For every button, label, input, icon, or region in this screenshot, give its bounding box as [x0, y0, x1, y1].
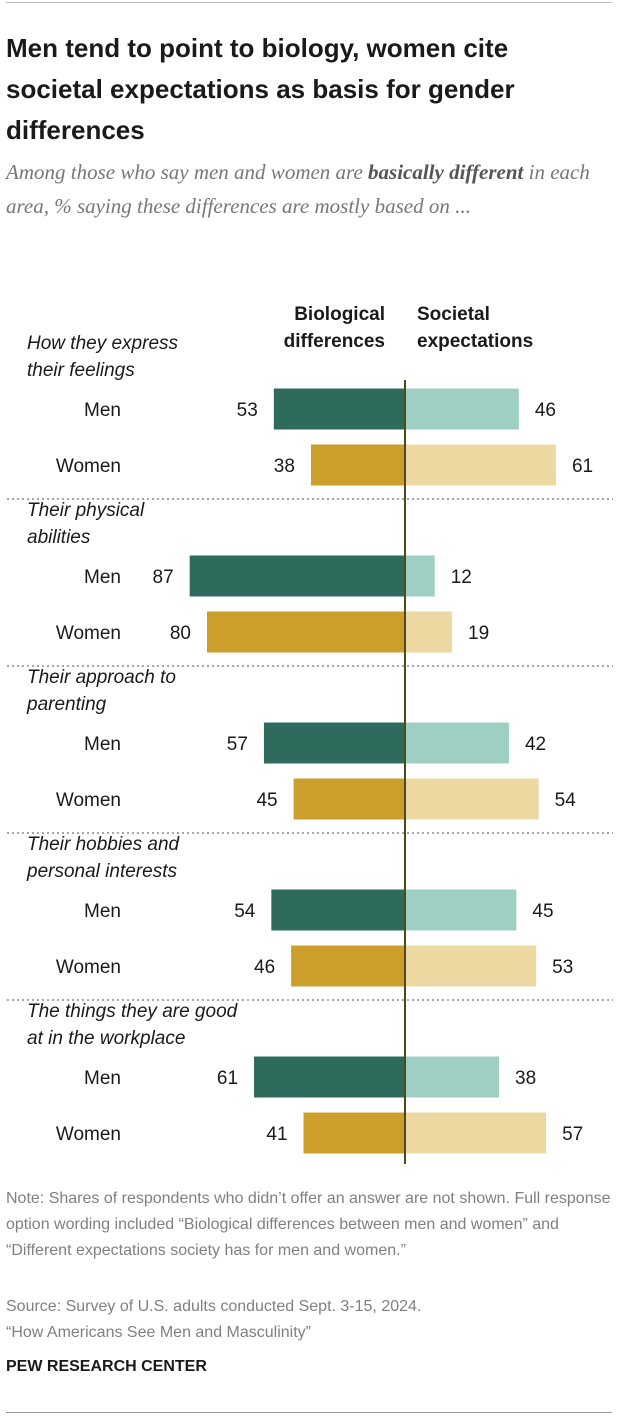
- bar-societal: [405, 722, 509, 764]
- header-biological: Biological differences: [284, 304, 385, 352]
- category-label: parenting: [26, 694, 107, 715]
- value-label-societal: 12: [451, 567, 472, 588]
- category-label: The things they are good: [27, 1001, 239, 1022]
- bar-biological: [293, 778, 405, 820]
- value-label-biological: 57: [227, 734, 248, 755]
- chart-note: Note: Shares of respondents who didn’t o…: [6, 1190, 611, 1259]
- value-label-societal: 19: [468, 623, 489, 644]
- bottom-rule: [6, 1412, 612, 1413]
- bar-biological: [207, 611, 405, 653]
- value-label-biological: 80: [170, 623, 191, 644]
- value-label-societal: 46: [535, 400, 556, 421]
- value-label-biological: 38: [274, 456, 295, 477]
- value-label-societal: 53: [552, 957, 573, 978]
- bar-biological: [303, 1112, 405, 1154]
- bar-societal: [405, 945, 537, 987]
- source-report: “How Americans See Men and Masculinity”: [6, 1324, 312, 1341]
- bar-societal: [405, 1112, 547, 1154]
- bar-biological: [291, 945, 405, 987]
- category-label: Their hobbies and: [27, 834, 181, 855]
- row-label: Women: [56, 623, 121, 644]
- bar-societal: [405, 778, 539, 820]
- value-label-biological: 41: [266, 1124, 287, 1145]
- diverging-bar-chart: Biological differences Societal expectation…: [7, 304, 613, 1164]
- row-label: Men: [84, 901, 121, 922]
- value-label-societal: 42: [525, 734, 546, 755]
- source-survey: Source: Survey of U.S. adults conducted …: [6, 1298, 422, 1315]
- value-label-societal: 57: [562, 1124, 583, 1145]
- row-label: Men: [84, 400, 121, 421]
- bar-societal: [405, 1056, 500, 1098]
- row-label: Men: [84, 567, 121, 588]
- value-label-biological: 54: [234, 901, 256, 922]
- bar-societal: [405, 555, 435, 597]
- category-label: Their physical: [27, 500, 145, 521]
- brand-logo-text: PEW RESEARCH CENTER: [6, 1358, 207, 1375]
- row-label: Women: [56, 456, 121, 477]
- bar-biological: [310, 444, 405, 486]
- row-label: Women: [56, 957, 121, 978]
- value-label-biological: 46: [254, 957, 275, 978]
- value-label-societal: 61: [572, 456, 593, 477]
- subtitle-text-start: Among those who say men and women are: [6, 160, 369, 184]
- subtitle-emphasis: basically different: [368, 160, 524, 184]
- row-label: Women: [56, 1124, 121, 1145]
- row-label: Men: [84, 734, 121, 755]
- bar-biological: [263, 722, 405, 764]
- bar-biological: [189, 555, 405, 597]
- bar-societal: [405, 889, 517, 931]
- category-label: Their approach to: [27, 667, 176, 688]
- category-label: their feelings: [27, 360, 135, 381]
- category-label: How they express: [27, 333, 179, 354]
- value-label-biological: 61: [217, 1068, 238, 1089]
- value-label-societal: 54: [555, 790, 577, 811]
- bar-societal: [405, 388, 519, 430]
- chart-title: Men tend to point to biology, women cite…: [6, 33, 515, 145]
- value-label-biological: 45: [256, 790, 277, 811]
- value-label-societal: 45: [532, 901, 553, 922]
- value-label-societal: 38: [515, 1068, 536, 1089]
- bar-biological: [254, 1056, 405, 1098]
- bar-biological: [271, 889, 405, 931]
- category-label: abilities: [27, 527, 91, 548]
- top-rule: [6, 2, 612, 3]
- subtitle-text-end: in each area, % saying these differences…: [6, 160, 590, 218]
- row-label: Men: [84, 1068, 121, 1089]
- value-label-biological: 53: [237, 400, 258, 421]
- bar-societal: [405, 444, 556, 486]
- category-label: personal interests: [26, 861, 177, 882]
- row-label: Women: [56, 790, 121, 811]
- header-societal: Societal expectations: [417, 304, 533, 352]
- bar-societal: [405, 611, 453, 653]
- value-label-biological: 87: [153, 567, 174, 588]
- bar-biological: [273, 388, 405, 430]
- chart-subtitle: Among those who say men and women are ba…: [6, 155, 606, 223]
- chart-source: Source: Survey of U.S. adults conducted …: [6, 1294, 611, 1346]
- category-label: at in the workplace: [27, 1028, 185, 1049]
